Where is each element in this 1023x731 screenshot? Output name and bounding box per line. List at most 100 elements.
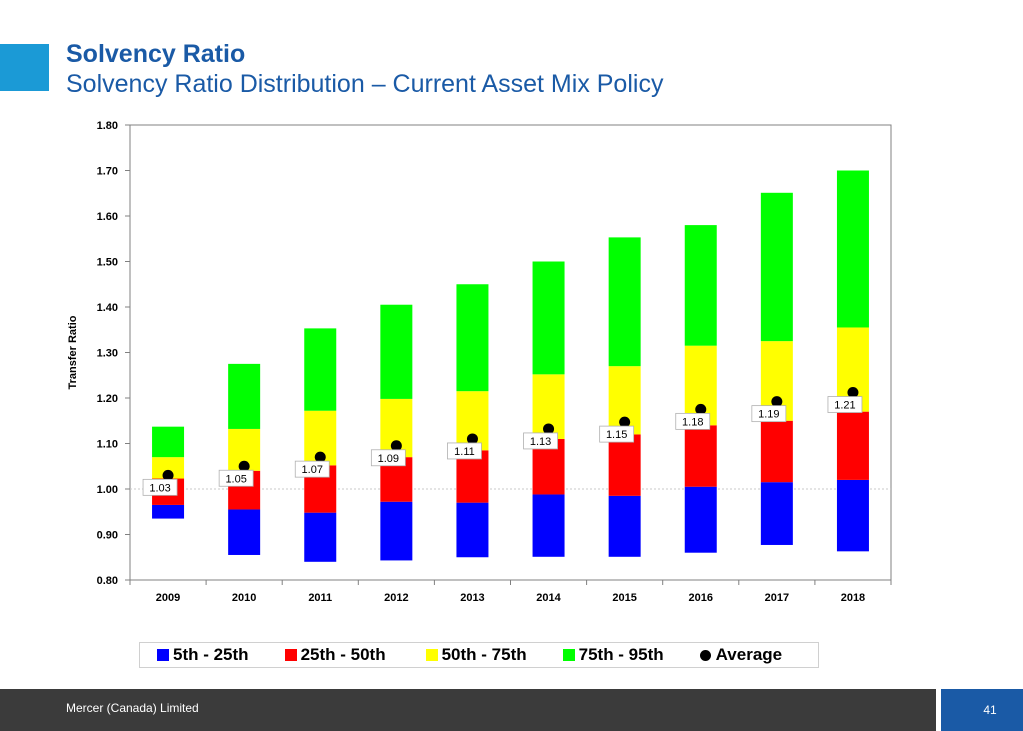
average-marker [771, 396, 783, 408]
chart-legend: 5th - 25th 25th - 50th 50th - 75th 75th … [139, 642, 819, 668]
x-tick-label: 2016 [689, 592, 713, 604]
bar-segment-5th-25th [684, 486, 717, 553]
y-tick-label: 0.80 [97, 575, 118, 587]
x-tick-label: 2009 [156, 592, 180, 604]
bar-segment-25th-50th [684, 425, 717, 487]
legend-label-50th-75th: 50th - 75th [441, 645, 527, 664]
average-marker [314, 451, 326, 463]
y-tick-label: 1.80 [97, 120, 118, 132]
average-label-box [447, 442, 482, 460]
legend-swatch-75th-95th [562, 649, 575, 661]
average-marker [847, 387, 859, 399]
legend-label-25th-50th: 25th - 50th [300, 645, 386, 664]
average-label-box [142, 478, 178, 496]
page-subtitle: Solvency Ratio Distribution – Current As… [66, 70, 664, 98]
average-label-box [827, 396, 863, 413]
bar-segment-50th-75th [152, 457, 185, 479]
accent-block [0, 44, 49, 91]
average-marker [466, 433, 478, 445]
x-tick-label: 2014 [536, 592, 561, 604]
x-tick-label: 2018 [841, 592, 865, 604]
legend-item-5th-25th: 5th - 25th [157, 645, 249, 665]
x-tick-label: 2010 [232, 592, 256, 604]
average-data-label: 1.09 [378, 453, 399, 465]
footer-separator [936, 689, 941, 731]
average-data-label: 1.11 [454, 446, 475, 458]
bar-segment-75th-95th [456, 284, 489, 392]
bar-segment-5th-25th [152, 504, 185, 519]
average-data-label: 1.19 [758, 409, 779, 421]
footer-page-number: 41 [941, 689, 1023, 731]
page-title: Solvency Ratio [66, 40, 246, 68]
legend-item-75th-95th: 75th - 95th [562, 645, 664, 665]
bar-segment-5th-25th [304, 512, 337, 562]
bar-segment-25th-50th [608, 434, 641, 496]
x-tick-label: 2012 [384, 592, 408, 604]
average-data-label: 1.13 [530, 436, 551, 448]
y-tick-label: 1.70 [97, 166, 118, 178]
bar-segment-25th-50th [836, 411, 869, 480]
bar-segment-75th-95th [608, 237, 641, 367]
average-label-box [751, 405, 787, 423]
bar-segment-5th-25th [228, 509, 261, 555]
average-label-box [218, 469, 254, 487]
y-tick-label: 1.20 [97, 393, 118, 405]
y-tick-label: 1.40 [97, 302, 118, 314]
average-marker [619, 416, 631, 428]
bar-segment-75th-95th [836, 170, 869, 328]
y-tick-label: 1.00 [97, 484, 118, 496]
average-label-box [599, 425, 635, 443]
bar-segment-75th-95th [532, 261, 565, 375]
average-marker [390, 440, 402, 452]
legend-item-25th-50th: 25th - 50th [284, 645, 386, 665]
bar-segment-5th-25th [760, 482, 793, 545]
x-tick-label: 2017 [765, 592, 789, 604]
x-tick-label: 2013 [460, 592, 484, 604]
average-data-label: 1.05 [225, 473, 246, 485]
solvency-ratio-chart: 0.80 0.90 1.00 1.10 1.20 1.30 1.40 1.50 1.60 1.70… [67, 120, 892, 604]
bar-segment-75th-95th [380, 304, 413, 399]
average-marker [543, 423, 555, 435]
y-tick-label: 1.50 [97, 257, 118, 269]
bar-segment-75th-95th [684, 225, 717, 346]
legend-swatch-50th-75th [425, 649, 438, 661]
bar-segment-5th-25th [456, 502, 489, 558]
bar-segment-25th-50th [760, 420, 793, 483]
x-tick-label: 2011 [308, 592, 332, 604]
y-tick-label: 1.60 [97, 211, 118, 223]
legend-label-75th-95th: 75th - 95th [578, 645, 664, 664]
average-data-label: 1.21 [834, 400, 855, 412]
y-tick-label: 1.30 [97, 348, 118, 360]
x-tick-label: 2015 [612, 592, 636, 604]
average-data-label: 1.07 [302, 464, 323, 476]
average-label-box [675, 412, 711, 430]
bar-segment-5th-25th [836, 479, 869, 552]
page-number: 41 [983, 703, 997, 717]
legend-dot-average [699, 649, 711, 661]
bar-segment-5th-25th [380, 501, 413, 561]
y-tick-label: 0.90 [97, 530, 118, 542]
average-data-label: 1.03 [149, 482, 170, 494]
footer-company: Mercer (Canada) Limited [66, 701, 199, 715]
legend-swatch-25th-50th [284, 649, 297, 661]
bar-segment-75th-95th [228, 363, 261, 429]
bar-segment-5th-25th [532, 494, 565, 557]
legend-label-5th-25th: 5th - 25th [173, 645, 249, 664]
average-label-box [523, 432, 558, 450]
legend-label-average: Average [715, 645, 783, 664]
average-marker [238, 460, 250, 472]
legend-swatch-5th-25th [157, 649, 169, 661]
average-marker [695, 403, 707, 415]
bar-segment-75th-95th [152, 426, 185, 458]
footer: Mercer (Canada) Limited 41 [0, 689, 1023, 731]
y-axis-label: Transfer Ratio [67, 315, 79, 389]
legend-item-average: Average [699, 645, 783, 665]
average-label-box [370, 449, 406, 467]
y-tick-label: 1.10 [97, 439, 118, 451]
average-data-label: 1.18 [682, 416, 703, 428]
average-data-label: 1.15 [606, 429, 627, 441]
bar-segment-75th-95th [760, 192, 793, 342]
average-marker [162, 469, 174, 481]
bar-segment-75th-95th [304, 328, 337, 411]
bar-segment-5th-25th [608, 495, 641, 557]
